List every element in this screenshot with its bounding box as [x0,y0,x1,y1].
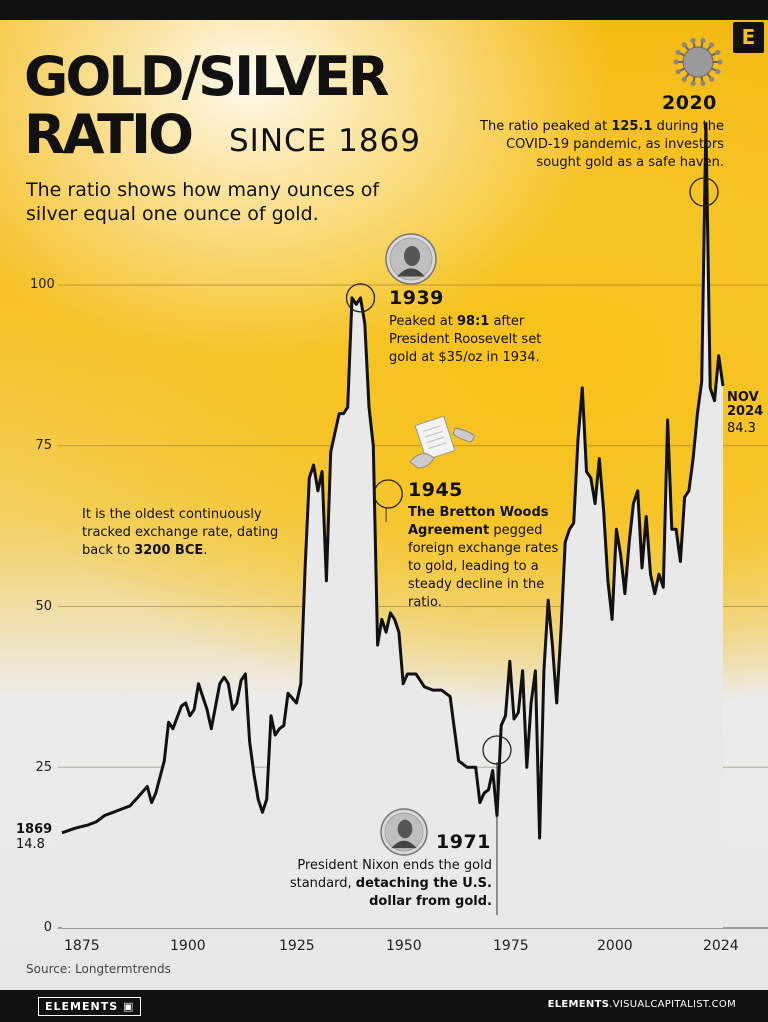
elements-brand-badge: ELEMENTS ▣ [38,997,142,1016]
annotation-1971-year: 1971 [436,831,491,853]
start-value-label: 14.8 [16,837,45,852]
top-bar [0,0,768,20]
annotation-1939-year: 1939 [389,287,444,309]
annotation-oldest-rate: It is the oldest continuously tracked ex… [82,507,279,558]
subtitle: The ratio shows how many ounces of silve… [26,179,380,225]
elements-logo-icon: E [733,22,764,53]
annotation-2020-year: 2020 [662,92,717,114]
area-under-line [62,123,723,929]
x-tick-label: 2024 [703,938,739,954]
x-tick-label: 1950 [386,938,422,954]
series-line [61,122,725,840]
y-tick-label: 100 [30,277,55,292]
highlight-circle-1971 [482,735,512,765]
annotation-1939-text: Peaked at 98:1 after President Roosevelt… [389,314,542,365]
handshake-document-icon [409,415,476,469]
title-since: SINCE 1869 [229,123,421,159]
annotation-2020-text: The ratio peaked at 125.1 during the COV… [480,119,724,170]
highlight-circles [345,177,719,765]
x-tick-label: 1925 [279,938,315,954]
nixon-coin-icon [380,808,428,856]
start-year-label: 1869 [16,822,53,837]
footer-url: ELEMENTS.VISUALCAPITALIST.COM [547,999,736,1010]
annotation-1945-year: 1945 [408,479,463,501]
title-line-1: GOLD/SILVER [24,45,389,108]
source-note: Source: Longtermtrends [26,962,171,976]
chart-icons [380,37,723,856]
coronavirus-icon [673,37,723,87]
x-tick-label: 2000 [597,938,633,954]
x-tick-label: 1975 [493,938,529,954]
x-tick-label: 1875 [64,938,100,954]
annotation-1971-text: President Nixon ends the gold standard, … [289,858,492,909]
highlight-circle-2020 [689,177,719,207]
highlight-circle-1939 [345,283,376,313]
annotation-1945-text: The Bretton Woods Agreement pegged forei… [408,505,559,610]
page-title: GOLD/SILVER RATIO [24,45,389,166]
building-icon: ▣ [122,1000,135,1013]
end-label-month: NOV [727,390,759,405]
y-tick-label: 0 [43,920,52,935]
highlight-circle-1945 [373,479,403,509]
footer-bar [0,990,768,1022]
roosevelt-coin-icon [385,233,437,285]
y-tick-label: 25 [35,760,52,775]
end-value-label: 84.3 [727,421,756,436]
ratio-line-chart [58,37,768,929]
end-label-year: 2024 [727,404,764,419]
y-tick-label: 50 [35,599,52,614]
title-line-2: RATIO [24,103,194,166]
x-tick-label: 1900 [170,938,206,954]
y-tick-label: 75 [35,438,52,453]
